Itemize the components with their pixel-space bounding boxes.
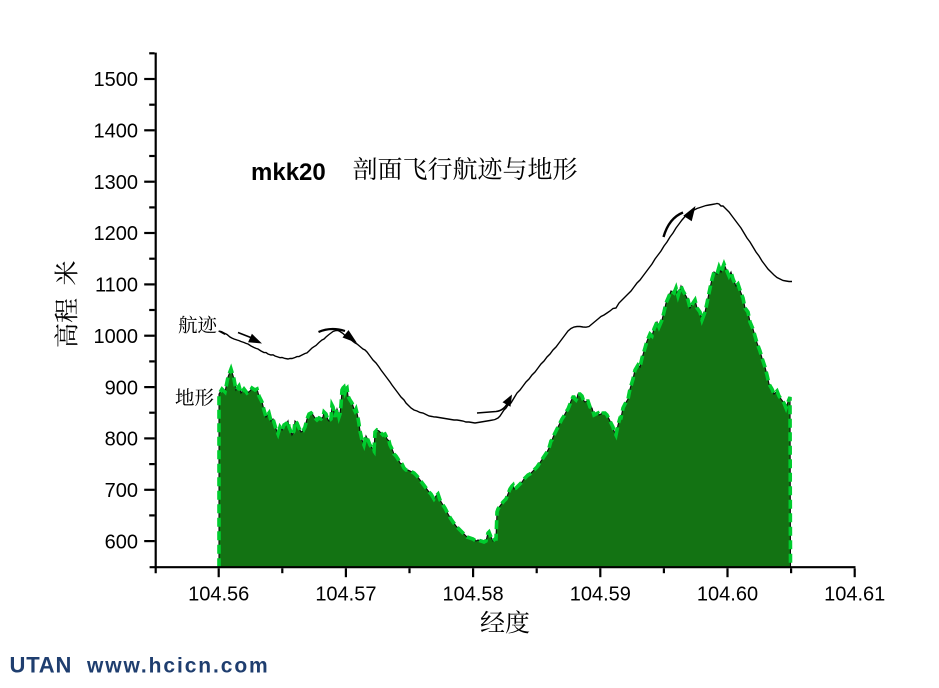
svg-text:1100: 1100 xyxy=(95,275,138,297)
svg-text:1000: 1000 xyxy=(94,326,139,348)
svg-text:104.61: 104.61 xyxy=(824,584,885,606)
svg-text:mkk20: mkk20 xyxy=(251,159,326,186)
svg-text:104.60: 104.60 xyxy=(697,584,758,606)
svg-text:104.58: 104.58 xyxy=(443,584,504,606)
svg-text:900: 900 xyxy=(105,377,138,399)
svg-text:UTAN: UTAN xyxy=(10,653,73,678)
svg-text:104.59: 104.59 xyxy=(570,584,631,606)
svg-text:1400: 1400 xyxy=(94,121,139,143)
svg-text:www.hcicn.com: www.hcicn.com xyxy=(86,655,270,678)
svg-text:1500: 1500 xyxy=(94,69,139,91)
svg-text:1200: 1200 xyxy=(94,223,139,245)
svg-text:104.56: 104.56 xyxy=(188,584,249,606)
svg-text:104.57: 104.57 xyxy=(315,584,376,606)
svg-text:800: 800 xyxy=(105,429,138,451)
svg-text:1300: 1300 xyxy=(94,172,139,194)
svg-text:600: 600 xyxy=(105,531,138,553)
svg-text:700: 700 xyxy=(105,480,138,502)
